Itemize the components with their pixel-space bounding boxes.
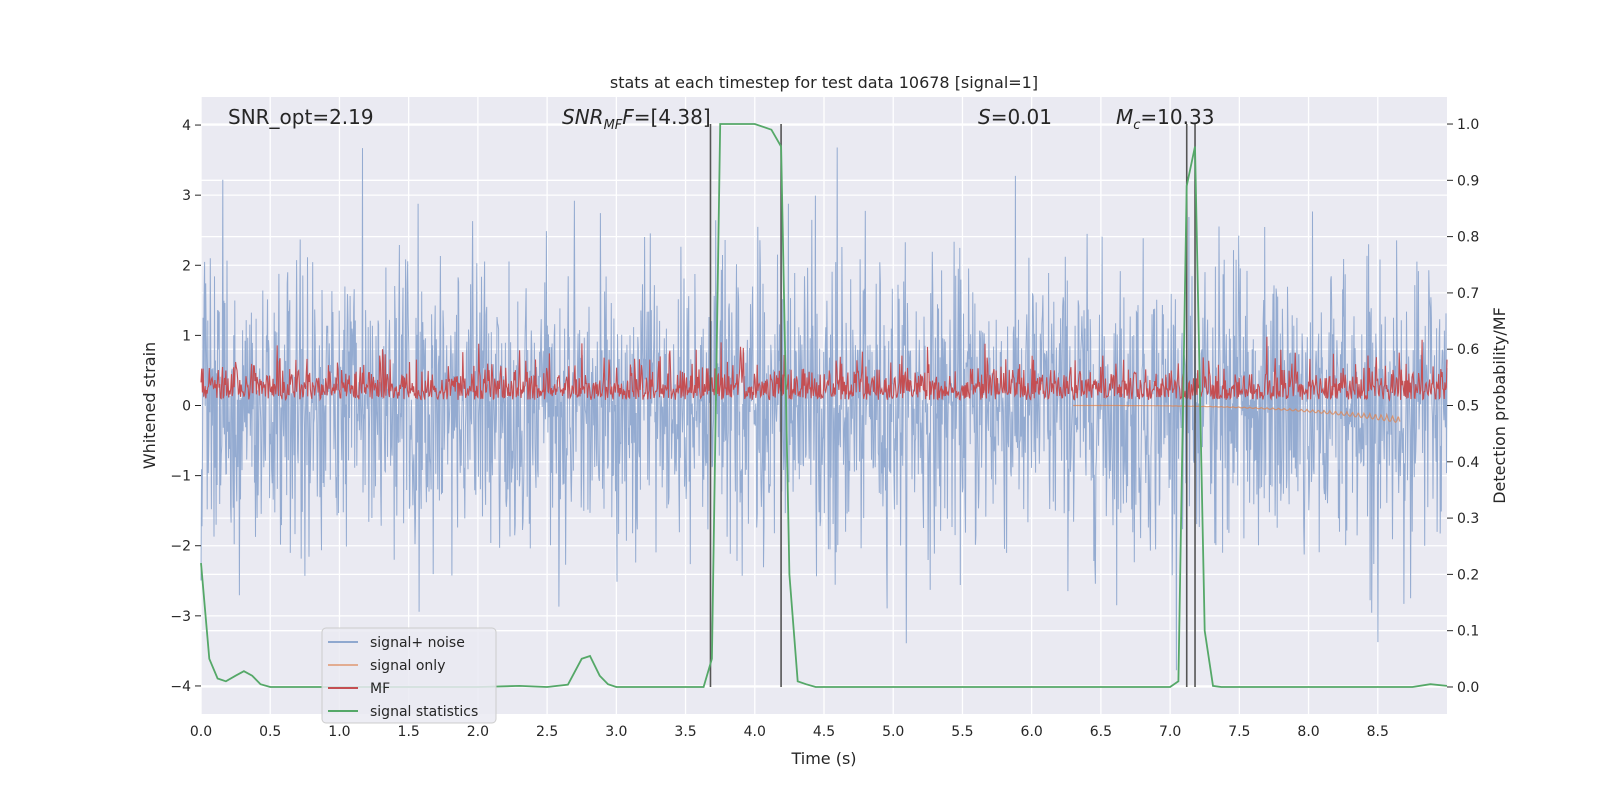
- x-tick-label: 8.0: [1297, 724, 1319, 740]
- y-tick-label: −3: [170, 609, 191, 625]
- y-axis-right: 1.0 0.9 0.8 0.7 0.6 0.5 0.4 0.3 0.2 0.1 0.0: [1447, 117, 1479, 696]
- x-tick-label: 4.5: [813, 724, 835, 740]
- y-tick-label: −4: [170, 679, 191, 695]
- y-tick-label: 2: [182, 258, 191, 274]
- series-line-signal-statistics: [200, 123, 1448, 688]
- y2-tick-label: 0.4: [1457, 455, 1479, 471]
- mc-symbol: M: [1116, 105, 1133, 129]
- y-tick-label: 0: [182, 399, 191, 415]
- mc-subscript: c: [1133, 118, 1140, 133]
- series-line-mf: [200, 336, 1448, 402]
- chart-title: stats at each timestep for test data 106…: [610, 73, 1038, 92]
- legend-entry: signal only: [370, 658, 445, 674]
- series-line-signal-only: [1073, 404, 1401, 424]
- mc-value: =10.33: [1140, 105, 1214, 129]
- x-tick-label: 3.5: [674, 724, 696, 740]
- y-tick-label: 4: [182, 118, 191, 134]
- x-tick-label: 6.5: [1090, 724, 1112, 740]
- y-tick-label: −2: [170, 539, 191, 555]
- x-tick-label: 2.0: [467, 724, 489, 740]
- x-tick-label: 4.0: [744, 724, 766, 740]
- legend-entry: signal+ noise: [370, 635, 465, 651]
- annotation-snr-mf: SNRMFF=[4.38]: [562, 105, 711, 133]
- y2-tick-label: 1.0: [1457, 117, 1479, 133]
- signal-statistics-series: [200, 123, 1448, 688]
- y-tick-label: −1: [170, 469, 191, 485]
- x-tick-label: 0.0: [190, 724, 212, 740]
- s-symbol: S: [978, 105, 991, 129]
- legend-entry: MF: [370, 681, 390, 697]
- y2-tick-label: 0.0: [1457, 680, 1479, 696]
- y2-tick-label: 0.6: [1457, 342, 1479, 358]
- snr-mf-subscript: MF: [604, 118, 623, 133]
- x-tick-label: 6.0: [1021, 724, 1043, 740]
- annotation-mc: Mc=10.33: [1116, 105, 1214, 133]
- y2-tick-label: 0.5: [1457, 399, 1479, 415]
- x-tick-label: 0.5: [259, 724, 281, 740]
- series-line-signal-noise: [200, 147, 1448, 671]
- y2-tick-label: 0.2: [1457, 567, 1479, 583]
- y2-tick-label: 0.3: [1457, 511, 1479, 527]
- signal-only-series: [1073, 404, 1401, 424]
- legend-entry: signal statistics: [370, 704, 478, 720]
- mf-series: [200, 336, 1448, 402]
- y2-tick-label: 0.9: [1457, 173, 1479, 189]
- y-axis-label: Whitened strain: [140, 342, 159, 469]
- x-tick-label: 2.5: [536, 724, 558, 740]
- signal-noise-series: [200, 147, 1448, 671]
- annotation-s: S=0.01: [978, 105, 1052, 129]
- x-tick-label: 7.5: [1228, 724, 1250, 740]
- y-axis-left: 4 3 2 1 0 −1 −2 −3 −4: [170, 118, 201, 695]
- y2-tick-label: 0.1: [1457, 624, 1479, 640]
- x-tick-label: 1.0: [328, 724, 350, 740]
- x-tick-label: 7.0: [1159, 724, 1181, 740]
- x-tick-label: 8.5: [1367, 724, 1389, 740]
- snr-mf-f: F: [622, 105, 634, 129]
- snr-mf-symbol: SNR: [562, 105, 604, 129]
- x-tick-label: 3.0: [605, 724, 627, 740]
- y2-axis-label: Detection probability/MF: [1490, 307, 1509, 504]
- y2-tick-label: 0.8: [1457, 230, 1479, 246]
- s-value: =0.01: [991, 105, 1052, 129]
- x-tick-label: 5.0: [882, 724, 904, 740]
- x-axis-label: Time (s): [790, 749, 856, 768]
- x-axis: 0.0 0.5 1.0 1.5 2.0 2.5 3.0 3.5 4.0 4.5 5.0 5.5 6.0 6…: [190, 724, 1389, 740]
- annotation-snr-opt: SNR_opt=2.19: [228, 105, 374, 129]
- y-tick-label: 1: [182, 328, 191, 344]
- x-tick-label: 1.5: [398, 724, 420, 740]
- y2-tick-label: 0.7: [1457, 286, 1479, 302]
- legend: signal+ noise signal only MF signal statist…: [321, 627, 497, 724]
- snr-mf-value: =[4.38]: [634, 105, 711, 129]
- x-tick-label: 5.5: [951, 724, 973, 740]
- y-tick-label: 3: [182, 188, 191, 204]
- legend-box: [321, 627, 497, 724]
